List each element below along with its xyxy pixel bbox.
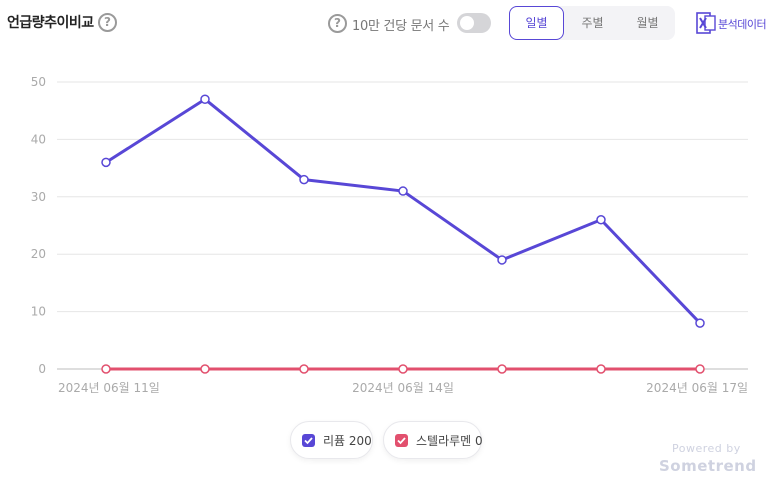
data-point-2-7 (695, 364, 705, 374)
y-tick-label-20: 20 (31, 247, 46, 261)
series-line-1 (105, 97, 702, 325)
toggle-knob (460, 16, 474, 30)
brand-logo: Sometrend (659, 457, 757, 475)
x-tick-label-2: 2024년 06월 17일 (646, 381, 748, 395)
data-point-2-2 (200, 364, 210, 374)
tab-daily[interactable]: 일별 (509, 6, 564, 40)
data-point-2-6 (596, 364, 606, 374)
normalize-label: 10만 건당 문서 수 (352, 19, 450, 34)
data-point-1-1 (101, 157, 111, 168)
x-tick-label-0: 2024년 06월 11일 (58, 381, 160, 395)
data-point-1-7 (695, 318, 705, 328)
legend-label-2: 스텔라루멘 0 (416, 434, 483, 448)
line-chart: 0 10 20 30 40 50 2024년 06월 11일 2024년 06월 14일 202… (31, 75, 748, 395)
legend-checkbox-1[interactable] (302, 434, 315, 447)
powered-by-label: Powered by (672, 442, 741, 455)
tab-weekly[interactable]: 주별 (581, 16, 604, 30)
data-point-1-5 (497, 255, 507, 265)
period-tab-group: 주별 월별 일별 (509, 6, 675, 40)
export-data-label: 분석데이터 (718, 18, 767, 31)
y-tick-label-0: 0 (38, 362, 46, 376)
normalize-help-icon[interactable]: ? (328, 14, 347, 33)
y-tick-label-40: 40 (31, 132, 46, 146)
x-tick-label-1: 2024년 06월 14일 (352, 381, 454, 395)
page-title: 언급량추이비교 (7, 15, 94, 31)
data-point-2-4 (398, 364, 408, 374)
data-point-2-1 (101, 364, 111, 374)
normalize-toggle[interactable] (457, 13, 491, 33)
data-point-1-3 (299, 174, 309, 185)
data-point-2-3 (299, 364, 309, 374)
data-point-1-6 (596, 215, 606, 225)
excel-icon (696, 12, 716, 34)
y-tick-label-30: 30 (31, 190, 46, 204)
legend-label-1: 리퓸 200 (323, 434, 372, 448)
legend-item-series-2[interactable]: 스텔라루멘 0 (383, 421, 483, 459)
legend-checkbox-2[interactable] (395, 434, 408, 447)
data-point-1-4 (398, 186, 408, 196)
data-point-1-2 (200, 94, 210, 104)
tab-monthly[interactable]: 월별 (636, 16, 659, 30)
y-tick-label-10: 10 (31, 305, 46, 319)
legend-item-series-1[interactable]: 리퓸 200 (290, 421, 373, 459)
data-point-2-5 (497, 364, 507, 374)
y-tick-label-50: 50 (31, 75, 46, 89)
help-icon[interactable]: ? (98, 13, 117, 32)
